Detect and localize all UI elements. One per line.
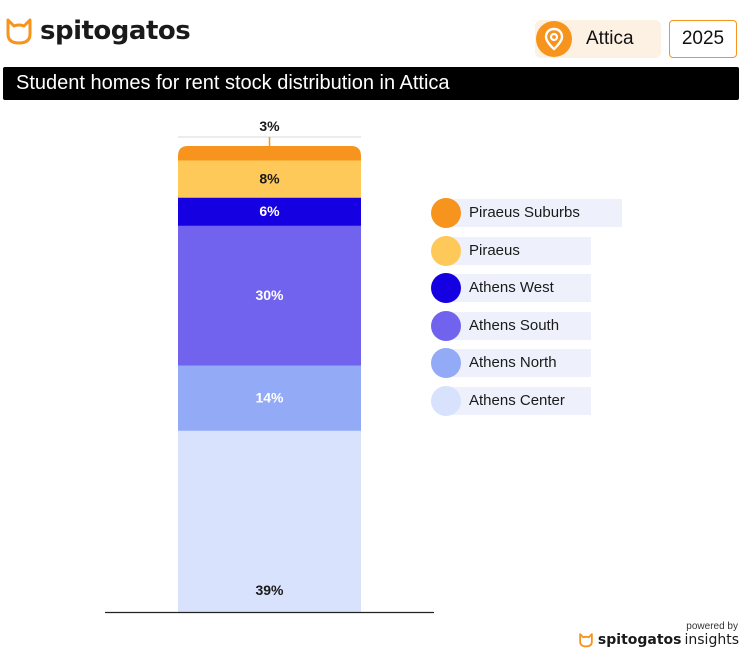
legend-swatch [431,273,461,303]
legend-label: Athens West [446,274,591,302]
footer-logo: spitogatos insights [578,632,739,648]
chart-title: Student homes for rent stock distributio… [3,67,739,100]
bar-segment-piraeus [178,159,361,198]
legend-label: Athens South [446,311,591,340]
legend-label: Athens Center [446,386,591,415]
bar-segment-athens-south [178,225,361,366]
bar-segment-piraeus-suburbs [178,146,361,161]
legend-label: Piraeus [446,236,591,265]
location-pin-icon [536,21,572,57]
brand-logo: spitogatos [4,16,191,46]
legend-label: Piraeus Suburbs [446,199,622,227]
data-label-athens-center: 39% [255,582,284,598]
footer-product: insights [684,632,740,648]
legend-swatch [431,310,461,341]
data-label-athens-north: 14% [255,390,284,406]
powered-by-text: powered by [686,621,738,632]
bar-segment-athens-center [178,430,361,612]
brand-wordmark: spitogatos [40,16,191,46]
footer-brand: spitogatos [597,632,682,648]
legend-label: Athens North [446,349,591,377]
legend-swatch [431,385,461,416]
data-label-athens-west: 6% [259,203,280,219]
data-label-athens-south: 30% [255,287,284,303]
data-label-piraeus: 8% [259,171,280,187]
cat-logo-icon [6,18,32,45]
bar-segment-athens-west [178,197,361,226]
legend-swatch [431,348,461,378]
data-label-piraeus-suburbs: 3% [259,118,280,134]
cat-small-icon [579,633,593,648]
bar-segment-athens-north [178,365,361,431]
region-filter[interactable]: Attica [535,20,661,58]
legend-swatch [431,235,461,266]
year-filter[interactable]: 2025 [669,20,737,58]
legend-swatch [431,198,461,228]
region-label: Attica [586,28,634,49]
